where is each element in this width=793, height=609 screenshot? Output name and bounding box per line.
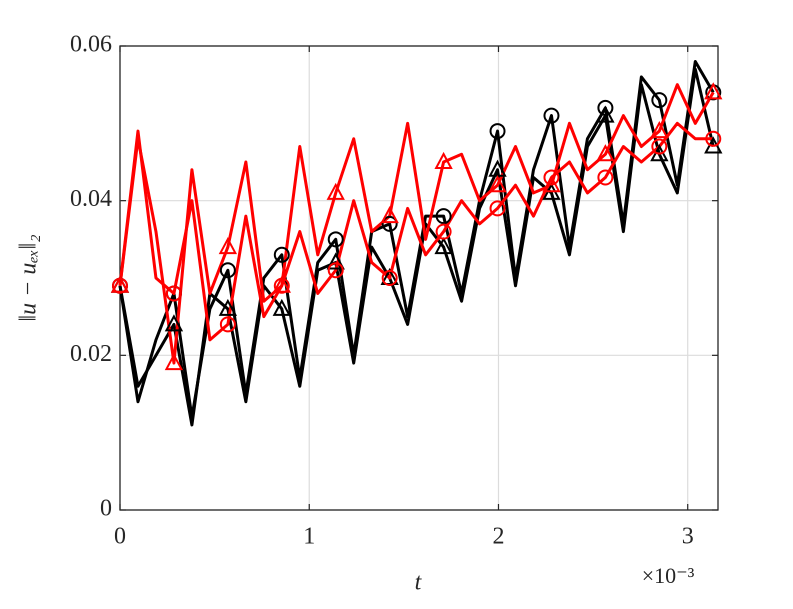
marker bbox=[272, 298, 291, 316]
marker bbox=[488, 175, 507, 193]
plot-frame bbox=[119, 45, 719, 511]
marker bbox=[596, 144, 615, 162]
marker bbox=[326, 182, 345, 200]
marker bbox=[543, 169, 560, 186]
x-tick-label: 3 bbox=[682, 524, 694, 550]
x-tick-label: 1 bbox=[303, 524, 315, 550]
marker bbox=[596, 105, 615, 123]
marker bbox=[542, 175, 561, 193]
marker bbox=[164, 314, 184, 332]
y-axis-label: ‖u − uₑₓ‖₂ bbox=[16, 234, 42, 321]
x-tick-label: 2 bbox=[492, 524, 504, 550]
x-exponent-label: ×10⁻³ bbox=[642, 563, 695, 588]
marker bbox=[597, 169, 614, 186]
series-line bbox=[118, 121, 714, 342]
y-tick-label: 0 bbox=[100, 496, 112, 522]
marker bbox=[165, 285, 182, 302]
marker bbox=[218, 236, 238, 255]
marker bbox=[651, 92, 668, 109]
marker bbox=[326, 252, 345, 270]
marker bbox=[435, 223, 452, 240]
marker bbox=[651, 138, 668, 155]
marker bbox=[381, 270, 398, 286]
marker bbox=[704, 82, 723, 100]
marker bbox=[705, 130, 722, 147]
marker bbox=[489, 200, 506, 217]
y-tick-label: 0.02 bbox=[70, 341, 112, 367]
y-tick-label: 0.06 bbox=[70, 32, 112, 58]
series-line bbox=[118, 67, 715, 427]
y-tick-label: 0.04 bbox=[70, 186, 112, 212]
marker bbox=[273, 246, 290, 263]
marker bbox=[219, 316, 236, 333]
marker bbox=[218, 298, 238, 316]
marker bbox=[650, 120, 669, 139]
marker bbox=[543, 107, 560, 124]
marker bbox=[597, 99, 614, 116]
marker bbox=[272, 275, 291, 293]
marker bbox=[164, 352, 184, 371]
marker bbox=[434, 151, 453, 169]
marker bbox=[219, 262, 236, 279]
x-tick-label: 0 bbox=[114, 524, 126, 550]
marker bbox=[434, 236, 453, 255]
series-line bbox=[118, 83, 715, 365]
marker bbox=[381, 215, 398, 232]
marker bbox=[435, 208, 452, 225]
x-axis-label: t bbox=[415, 570, 423, 596]
marker bbox=[380, 206, 399, 224]
marker bbox=[327, 262, 344, 279]
marker bbox=[110, 275, 130, 293]
marker bbox=[489, 123, 506, 140]
marker bbox=[327, 231, 344, 248]
